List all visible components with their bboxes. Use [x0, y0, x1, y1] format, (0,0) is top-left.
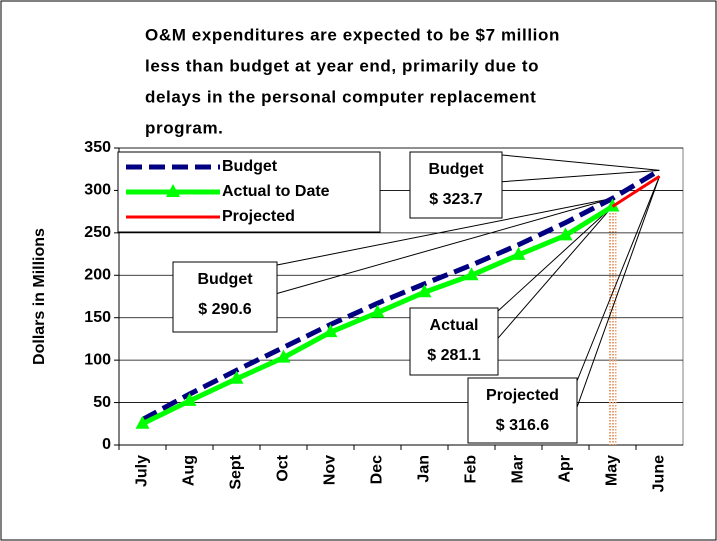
leader-line: [576, 176, 660, 382]
point-marker: [370, 304, 385, 318]
may-marker: [608, 206, 617, 445]
point-marker: [417, 284, 432, 298]
y-tick-label: 200: [84, 267, 111, 284]
annotation-text: Actual: [430, 317, 479, 334]
y-tick-label: 100: [84, 351, 111, 368]
x-tick-label: Aug: [181, 455, 198, 486]
x-tick-label: Oct: [275, 454, 292, 481]
point-marker: [464, 267, 479, 281]
annotation-text: $ 323.7: [429, 191, 482, 208]
chart-title: less than budget at year end, primarily …: [145, 56, 539, 75]
annotation-box: [467, 377, 578, 444]
x-tick-label: May: [604, 455, 621, 486]
annotation-text: $ 316.6: [496, 417, 549, 434]
leader-line: [501, 154, 660, 171]
x-tick-label: July: [134, 455, 151, 487]
point-marker: [182, 392, 197, 406]
legend-label: Projected: [222, 208, 295, 225]
annotation-text: Projected: [486, 387, 559, 404]
point-marker: [511, 246, 526, 260]
y-tick-label: 250: [84, 224, 111, 241]
leader-line: [501, 169, 660, 183]
annotation-box: [409, 151, 503, 219]
legend-label: Budget: [222, 158, 278, 175]
y-tick-label: 150: [84, 309, 111, 326]
series-line: [611, 175, 661, 208]
point-marker: [558, 227, 573, 241]
annotation-text: Budget: [197, 271, 253, 288]
point-marker: [135, 415, 150, 429]
y-tick-label: 0: [102, 436, 111, 453]
x-tick-label: Sept: [228, 454, 245, 489]
x-tick-label: Apr: [557, 455, 574, 483]
chart-title: O&M expenditures are expected to be $7 m…: [145, 25, 560, 44]
leader-line: [276, 197, 613, 266]
leader-line: [576, 176, 660, 408]
leader-line: [497, 206, 613, 312]
series-line: [141, 168, 661, 422]
point-marker: [276, 349, 291, 363]
annotation-box: [172, 261, 278, 333]
leader-line: [497, 206, 613, 339]
annotation-text: $ 281.1: [427, 347, 480, 364]
chart-title: delays in the personal computer replacem…: [145, 87, 536, 106]
legend-label: Actual to Date: [222, 183, 330, 200]
x-tick-label: Nov: [322, 455, 339, 485]
annotation-box: [409, 307, 499, 376]
leader-line: [276, 197, 613, 294]
chart-title: program.: [145, 118, 223, 137]
x-tick-label: Jan: [416, 455, 433, 483]
y-tick-label: 350: [84, 139, 111, 156]
annotation-text: Budget: [428, 161, 484, 178]
y-tick-label: 300: [84, 182, 111, 199]
point-marker: [229, 370, 244, 384]
x-tick-label: Feb: [463, 455, 480, 484]
x-tick-label: Mar: [510, 455, 527, 483]
y-tick-label: 50: [93, 394, 111, 411]
x-tick-label: Dec: [369, 455, 386, 484]
annotation-text: $ 290.6: [198, 301, 251, 318]
point-marker: [323, 324, 338, 338]
legend-marker: [166, 184, 180, 197]
x-tick-label: June: [651, 455, 668, 492]
y-axis-label: Dollars in Millions: [31, 228, 48, 365]
